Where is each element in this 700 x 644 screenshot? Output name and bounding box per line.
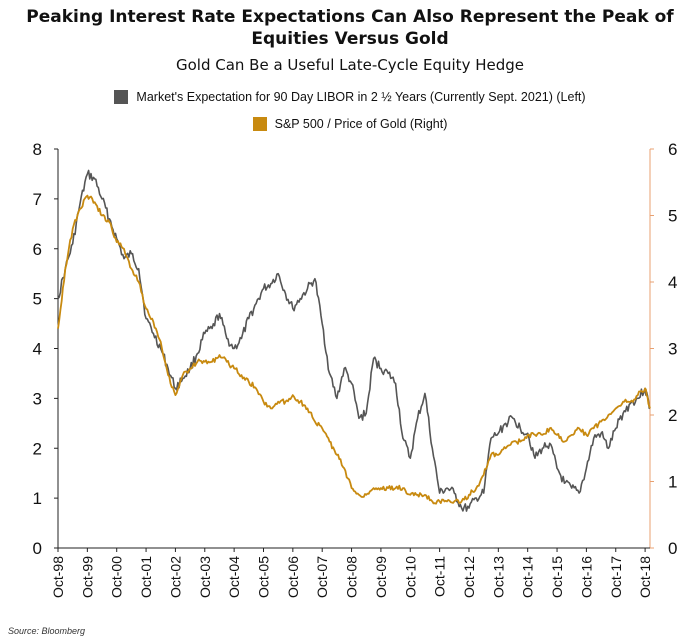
x-tick-label: Oct-99 bbox=[79, 556, 95, 598]
left-tick-label: 1 bbox=[33, 489, 42, 508]
left-tick-label: 7 bbox=[33, 190, 42, 209]
source-note: Source: Bloomberg bbox=[8, 626, 86, 636]
legend-label-ratio: S&P 500 / Price of Gold (Right) bbox=[274, 117, 448, 131]
x-tick-label: Oct-15 bbox=[549, 556, 565, 598]
left-tick-label: 5 bbox=[33, 290, 42, 309]
x-tick-label: Oct-06 bbox=[285, 556, 301, 598]
x-tick-label: Oct-98 bbox=[50, 556, 66, 598]
left-tick-label: 8 bbox=[33, 140, 42, 159]
left-tick-label: 2 bbox=[33, 439, 42, 458]
chart-title-line1: Peaking Interest Rate Expectations Can A… bbox=[26, 7, 674, 27]
x-tick-label: Oct-14 bbox=[520, 556, 536, 598]
legend-swatch-libor bbox=[114, 90, 129, 104]
x-tick-label: Oct-07 bbox=[314, 556, 330, 598]
left-tick-label: 0 bbox=[33, 539, 42, 558]
x-tick-label: Oct-16 bbox=[578, 556, 594, 598]
legend-label-libor: Market's Expectation for 90 Day LIBOR in… bbox=[136, 90, 586, 104]
right-tick-label: 5 bbox=[668, 207, 677, 226]
legend-item-ratio: S&P 500 / Price of Gold (Right) bbox=[0, 117, 700, 131]
right-tick-label: 2 bbox=[668, 406, 677, 425]
x-tick-label: Oct-04 bbox=[226, 556, 242, 598]
right-tick-label: 4 bbox=[668, 273, 677, 292]
x-tick-label: Oct-01 bbox=[138, 556, 154, 598]
x-tick-label: Oct-05 bbox=[255, 556, 271, 598]
right-tick-label: 0 bbox=[668, 539, 677, 558]
x-tick-label: Oct-18 bbox=[637, 556, 653, 598]
x-tick-label: Oct-11 bbox=[432, 556, 448, 597]
series-line-ratio bbox=[57, 194, 651, 505]
left-tick-label: 6 bbox=[33, 240, 42, 259]
x-tick-label: Oct-02 bbox=[167, 556, 183, 598]
x-tick-label: Oct-00 bbox=[109, 556, 125, 598]
chart-title: Peaking Interest Rate Expectations Can A… bbox=[0, 6, 700, 50]
chart-title-line2: Equities Versus Gold bbox=[251, 29, 449, 49]
left-tick-label: 4 bbox=[33, 340, 42, 359]
x-tick-label: Oct-09 bbox=[373, 556, 389, 598]
series-line-libor bbox=[57, 169, 651, 512]
legend-item-libor: Market's Expectation for 90 Day LIBOR in… bbox=[0, 90, 700, 104]
x-tick-label: Oct-10 bbox=[402, 556, 418, 598]
right-tick-label: 3 bbox=[668, 340, 677, 359]
left-tick-label: 3 bbox=[33, 389, 42, 408]
x-tick-label: Oct-12 bbox=[461, 556, 477, 598]
right-tick-label: 6 bbox=[668, 140, 677, 159]
chart-subtitle: Gold Can Be a Useful Late-Cycle Equity H… bbox=[175, 56, 524, 74]
right-tick-label: 1 bbox=[668, 473, 677, 492]
x-tick-label: Oct-03 bbox=[197, 556, 213, 598]
x-tick-label: Oct-08 bbox=[344, 556, 360, 598]
x-tick-label: Oct-17 bbox=[608, 556, 624, 598]
x-tick-label: Oct-13 bbox=[490, 556, 506, 598]
legend-swatch-ratio bbox=[252, 117, 267, 131]
